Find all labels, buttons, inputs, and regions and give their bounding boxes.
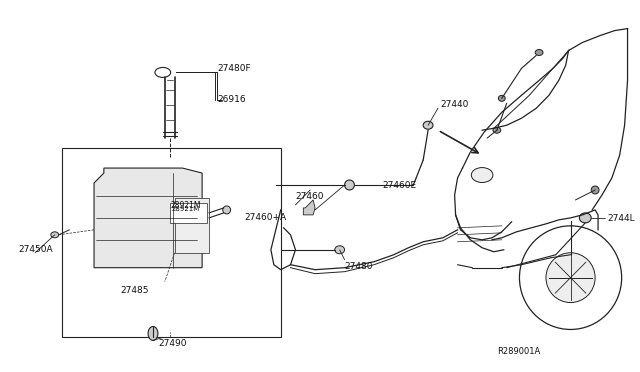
Bar xyxy=(170,203,207,223)
Text: 27460: 27460 xyxy=(296,192,324,201)
Text: 28921M: 28921M xyxy=(171,201,201,210)
Ellipse shape xyxy=(155,67,171,77)
Polygon shape xyxy=(94,168,202,268)
Text: 27440: 27440 xyxy=(440,100,468,109)
Text: 2744L: 2744L xyxy=(607,214,634,223)
Text: R289001A: R289001A xyxy=(497,347,540,356)
Bar xyxy=(175,198,209,253)
Text: 26916: 26916 xyxy=(218,95,246,104)
Ellipse shape xyxy=(535,49,543,55)
Ellipse shape xyxy=(423,121,433,129)
Ellipse shape xyxy=(51,232,59,238)
Polygon shape xyxy=(303,200,315,215)
Ellipse shape xyxy=(471,167,493,183)
Text: 27450A: 27450A xyxy=(19,245,53,254)
Text: 27490: 27490 xyxy=(158,339,186,349)
Ellipse shape xyxy=(499,95,505,101)
Text: 27480: 27480 xyxy=(344,262,373,271)
Circle shape xyxy=(520,226,621,330)
Ellipse shape xyxy=(335,246,344,254)
Circle shape xyxy=(546,253,595,302)
Ellipse shape xyxy=(344,180,355,190)
Text: 27480F: 27480F xyxy=(218,64,252,73)
Ellipse shape xyxy=(493,127,500,133)
Ellipse shape xyxy=(579,213,591,223)
Ellipse shape xyxy=(148,327,158,340)
Ellipse shape xyxy=(591,186,599,194)
Text: 28921M: 28921M xyxy=(172,206,200,212)
Text: 27460E: 27460E xyxy=(382,181,416,190)
Ellipse shape xyxy=(223,206,230,214)
Bar xyxy=(61,148,281,337)
Text: 27460+A: 27460+A xyxy=(244,213,287,222)
Text: 27485: 27485 xyxy=(120,286,149,295)
